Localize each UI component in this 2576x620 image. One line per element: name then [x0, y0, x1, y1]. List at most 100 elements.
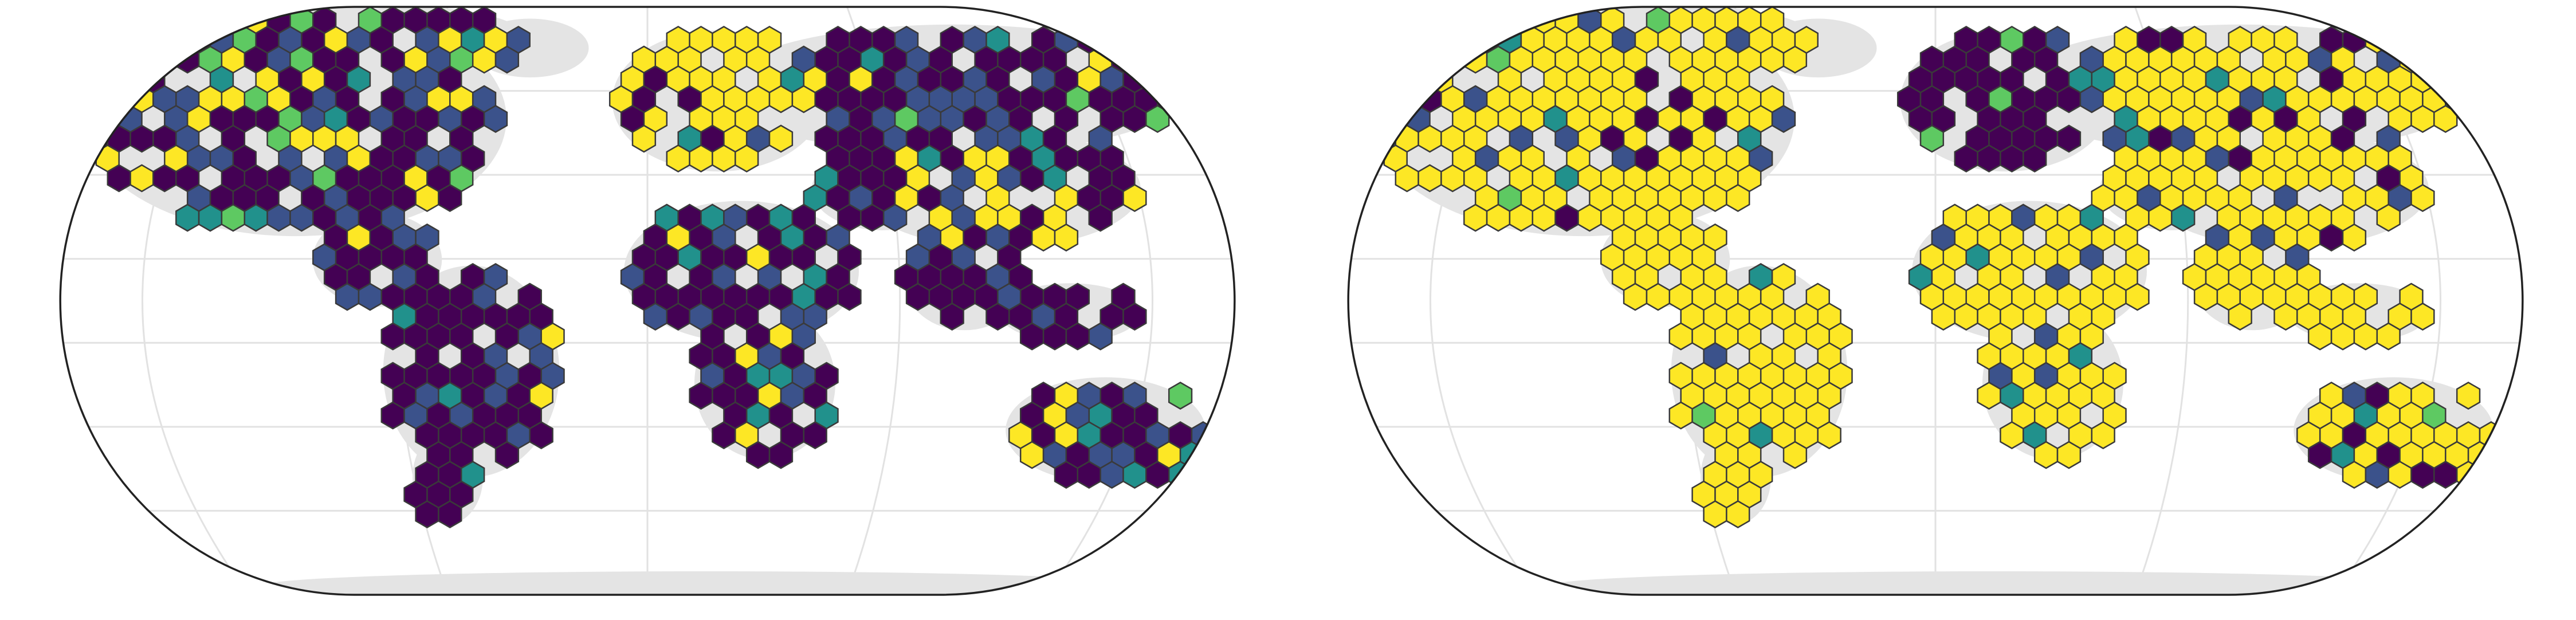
- hex-cell: [1077, 26, 1101, 54]
- hex-cell: [529, 421, 553, 449]
- hex-cell: [1122, 105, 1147, 133]
- hex-cell: [1417, 164, 1442, 193]
- hex-cell: [1577, 203, 1602, 232]
- hex-cell: [164, 26, 189, 54]
- hex-cell: [2193, 282, 2218, 311]
- hex-cell: [380, 401, 405, 430]
- hex-cell: [882, 203, 908, 232]
- hex-cell: [2307, 441, 2332, 469]
- hex-cell: [905, 282, 930, 311]
- hex-cell: [666, 144, 690, 172]
- land-antarctica: [1548, 571, 2441, 595]
- hex-cell: [2456, 382, 2481, 410]
- hex-cell: [940, 303, 964, 331]
- hex-cell: [2056, 85, 2082, 113]
- hex-cell: [1099, 461, 1124, 489]
- hex-cell: [2056, 124, 2082, 153]
- hex-cell: [2091, 421, 2115, 449]
- hex-cell: [1817, 421, 1841, 449]
- hex-cell: [266, 203, 291, 232]
- hex-cell: [1977, 382, 2001, 410]
- hex-cell: [1623, 282, 1648, 311]
- hex-cell: [1931, 303, 1956, 331]
- hex-cell: [1054, 461, 1079, 489]
- map-content: [60, 7, 1235, 595]
- hex-cell: [494, 441, 520, 469]
- hex-cell: [107, 85, 131, 113]
- hex-cell: [1065, 322, 1090, 351]
- hex-cell: [1463, 203, 1488, 232]
- hex-cell: [141, 26, 166, 54]
- world-map-left: [59, 6, 1236, 596]
- hex-cell: [1019, 322, 1044, 351]
- hex-cell: [1122, 184, 1147, 212]
- hex-cell: [2376, 322, 2401, 351]
- hex-cell: [1122, 461, 1147, 489]
- hex-cell: [2319, 223, 2344, 252]
- hex-cell: [1168, 461, 1193, 489]
- hex-cell: [1782, 441, 1808, 469]
- hex-cell: [358, 282, 383, 311]
- hex-cell: [1360, 105, 1385, 133]
- hex-cell: [415, 184, 439, 212]
- hex-cell: [289, 203, 314, 232]
- hex-cell: [1486, 7, 1511, 34]
- hex-cell: [1668, 322, 1693, 351]
- hex-cell: [2456, 461, 2481, 489]
- hex-cell: [1077, 461, 1101, 489]
- hex-cell: [494, 45, 520, 74]
- hex-cell: [438, 500, 462, 528]
- hex-cell: [380, 322, 405, 351]
- map-panel-right: [1288, 0, 2576, 620]
- hex-cell: [768, 85, 794, 113]
- hex-cell: [1954, 144, 1978, 172]
- hex-cell: [2148, 203, 2173, 232]
- hex-cell: [2307, 164, 2332, 193]
- hex-cell: [1726, 184, 1750, 212]
- hex-cell: [221, 203, 246, 232]
- world-map-right: [1347, 6, 2524, 596]
- hex-cell: [2387, 461, 2412, 489]
- hex-cell: [1395, 85, 1419, 113]
- hex-cell: [689, 382, 713, 410]
- hex-cell: [1054, 223, 1079, 252]
- hex-cell: [2410, 105, 2435, 133]
- hex-cell: [2433, 461, 2458, 489]
- hex-cell: [2342, 223, 2367, 252]
- hex-cell: [712, 144, 736, 172]
- hex-cell: [1145, 461, 1170, 489]
- map-frame: [1347, 6, 2524, 596]
- hex-cell: [1088, 203, 1113, 232]
- hex-cell: [768, 124, 794, 153]
- hex-cell: [1954, 303, 1978, 331]
- hex-cell: [2125, 282, 2150, 311]
- hex-cell: [803, 421, 827, 449]
- hex-cell: [175, 203, 200, 232]
- hex-cell: [1042, 322, 1067, 351]
- hex-cell: [2422, 45, 2447, 74]
- hex-cell: [1145, 65, 1170, 93]
- hex-cell: [2033, 441, 2059, 469]
- hex-cell: [1395, 45, 1419, 74]
- hex-cell: [1395, 164, 1419, 193]
- hex-cell: [2365, 26, 2389, 54]
- hex-cell: [712, 421, 736, 449]
- hex-cell: [631, 124, 657, 153]
- hex-cell: [335, 282, 360, 311]
- map-panel-left: [59, 6, 1236, 596]
- hex-cell: [1122, 303, 1147, 331]
- hex-cell: [1452, 26, 1477, 54]
- hex-cell: [129, 45, 154, 74]
- hex-cell: [1771, 105, 1796, 133]
- hex-cell: [472, 45, 497, 74]
- hex-cell: [860, 203, 885, 232]
- hex-cell: [837, 282, 862, 311]
- hex-cell: [768, 441, 794, 469]
- hex-cell: [1919, 124, 1945, 153]
- hex-cell: [1554, 203, 1579, 232]
- hex-cell: [1977, 144, 2001, 172]
- hex-cell: [95, 65, 120, 93]
- hex-cell: [1782, 45, 1808, 74]
- hex-cell: [2170, 203, 2196, 232]
